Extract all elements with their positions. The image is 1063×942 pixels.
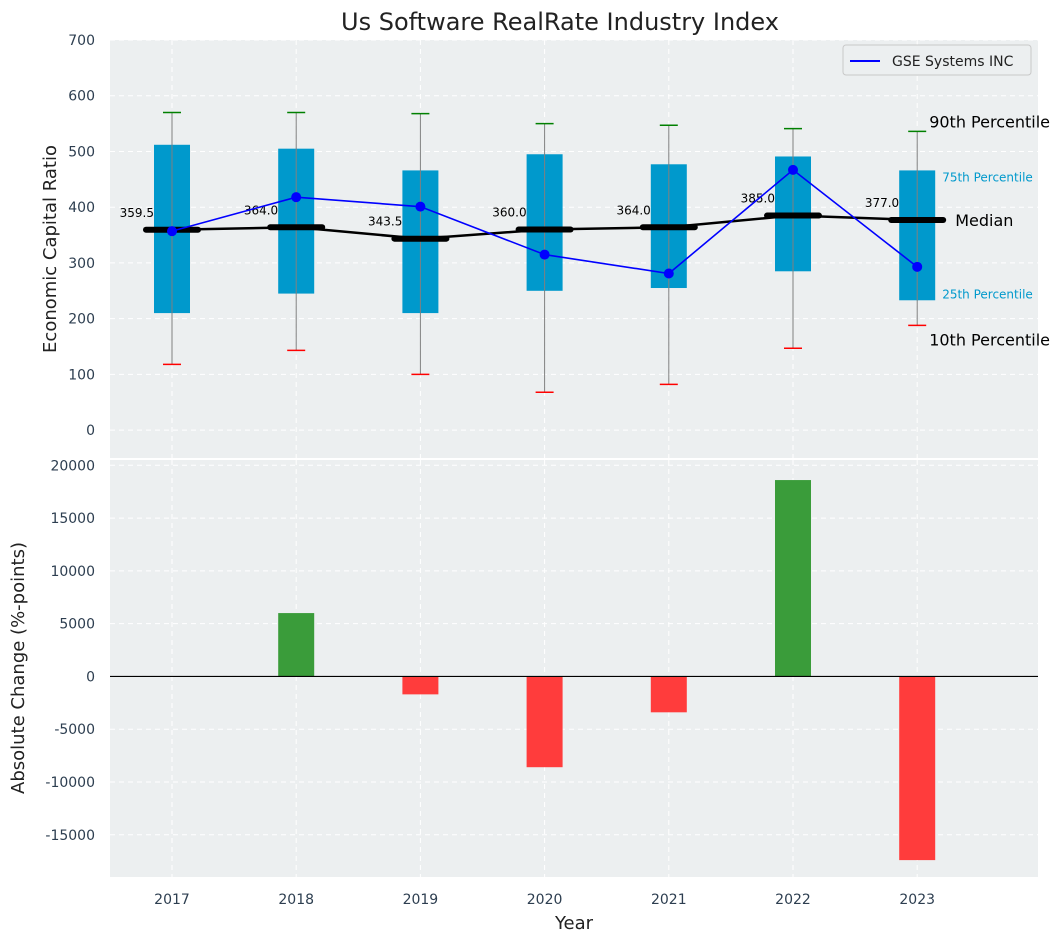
median-value-label: 364.0 — [244, 203, 278, 217]
series-point — [663, 268, 674, 279]
p25-annotation: 25th Percentile — [942, 287, 1033, 301]
x-ticks: 2017 2018 2019 2020 2021 2022 2023 — [154, 892, 935, 908]
x-tick-label: 2017 — [154, 892, 190, 908]
series-point — [415, 201, 426, 212]
top-plot-area — [110, 40, 1038, 458]
bottom-plot-area — [110, 460, 1038, 877]
median-value-label: 377.0 — [865, 196, 899, 210]
series-point — [291, 192, 302, 203]
bottom-y-axis-label: Absolute Change (%-points) — [8, 542, 29, 794]
bottom-y-tick-label: 10000 — [50, 564, 95, 580]
x-tick-label: 2023 — [899, 892, 935, 908]
x-tick-label: 2018 — [278, 892, 314, 908]
top-y-ticks: 0 100 200 300 400 500 600 700 — [68, 33, 95, 439]
p75-annotation: 75th Percentile — [942, 170, 1033, 184]
bottom-y-tick-label: 0 — [86, 669, 95, 685]
top-y-tick-label: 200 — [68, 312, 95, 328]
bottom-y-tick-label: 20000 — [50, 458, 95, 474]
x-tick-label: 2022 — [775, 892, 811, 908]
x-tick-label: 2021 — [651, 892, 687, 908]
bottom-y-ticks: -15000 -10000 -5000 0 5000 10000 15000 20000 — [45, 458, 95, 843]
median-value-label: 364.0 — [616, 203, 650, 217]
percentile-annotations: 90th Percentile 75th Percentile Median 25th… — [929, 112, 1050, 349]
bottom-y-tick-label: -15000 — [45, 828, 95, 844]
series-point — [788, 164, 798, 175]
median-trend — [171, 214, 918, 240]
legend: GSE Systems INC — [842, 44, 1032, 76]
bottom-y-tick-label: 5000 — [59, 617, 95, 633]
series-point — [167, 226, 177, 237]
bottom-y-tick-label: 15000 — [50, 511, 95, 527]
median-value-label: 359.5 — [120, 206, 154, 220]
change-bar — [775, 480, 811, 677]
median-annotation: Median — [955, 211, 1013, 230]
top-y-tick-label: 300 — [68, 256, 95, 272]
series-point — [912, 261, 923, 272]
chart-title: Us Software RealRate Industry Index — [341, 8, 779, 36]
series-point — [539, 249, 550, 260]
top-y-tick-label: 600 — [68, 89, 95, 105]
x-axis-label: Year — [554, 913, 594, 934]
series-line — [167, 164, 923, 279]
change-bar — [899, 676, 936, 861]
median-value-label: 343.5 — [368, 215, 402, 229]
change-bar — [278, 613, 315, 677]
change-bar — [650, 676, 687, 713]
p10-annotation: 10th Percentile — [929, 330, 1050, 349]
median-trend-line — [171, 214, 918, 240]
x-tick-label: 2020 — [527, 892, 563, 908]
change-bars — [110, 480, 1038, 861]
legend-box — [842, 44, 1032, 76]
top-y-tick-label: 100 — [68, 367, 95, 383]
top-y-tick-label: 0 — [86, 423, 95, 439]
median-value-label: 360.0 — [492, 205, 526, 219]
change-bar — [526, 676, 563, 768]
p90-annotation: 90th Percentile — [929, 112, 1050, 131]
bottom-y-tick-label: -5000 — [54, 722, 95, 738]
top-y-tick-label: 400 — [68, 200, 95, 216]
top-y-tick-label: 500 — [68, 144, 95, 160]
x-tick-label: 2019 — [403, 892, 439, 908]
bottom-y-tick-label: -10000 — [45, 775, 95, 791]
legend-label: GSE Systems INC — [892, 54, 1014, 70]
top-y-axis-label: Economic Capital Ratio — [40, 145, 61, 353]
change-bar — [402, 676, 439, 695]
top-y-tick-label: 700 — [68, 33, 95, 49]
